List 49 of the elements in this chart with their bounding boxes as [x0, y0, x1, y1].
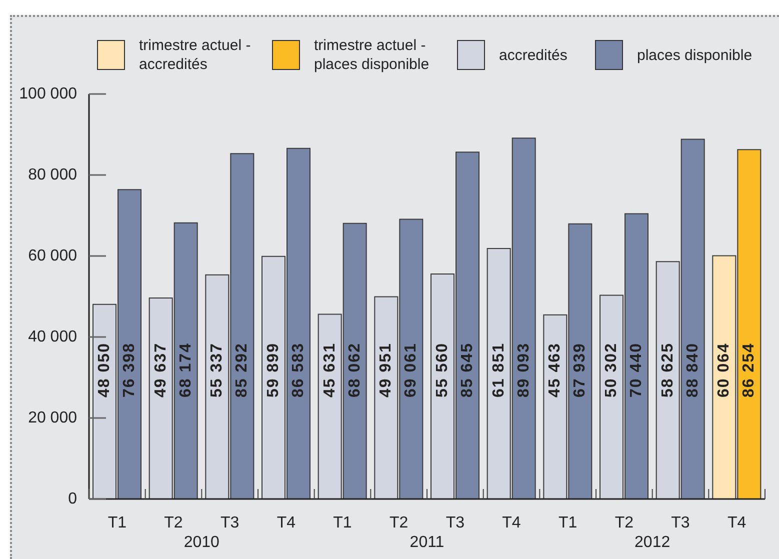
data-label: 49 951 [378, 342, 395, 398]
data-label: 60 064 [716, 342, 733, 398]
data-label: 70 440 [628, 342, 645, 398]
data-label: 48 050 [96, 342, 113, 398]
data-label: 85 645 [459, 342, 476, 398]
y-tick-label: 80 000 [28, 166, 78, 184]
x-tick-label: T2 [389, 514, 408, 532]
data-label: 89 093 [515, 342, 532, 398]
x-tick-label: T1 [108, 514, 127, 532]
data-label: 49 637 [152, 342, 170, 398]
data-label: 68 062 [346, 342, 364, 398]
data-label: 68 174 [177, 342, 194, 398]
y-tick-label: 20 000 [28, 410, 78, 426]
text: 2010 [182, 533, 220, 553]
y-tick-label: 40 000 [28, 328, 78, 346]
data-label: 55 337 [208, 342, 226, 398]
data-label: 85 292 [234, 342, 251, 398]
x-tick-label: T4 [727, 514, 746, 532]
data-label: 69 061 [402, 342, 420, 398]
legend-label: places disponible [637, 46, 752, 64]
legend-label: trimestre actuel - places disponible [314, 36, 430, 74]
x-tick-label: T1 [558, 514, 578, 532]
y-tick-label: 60 000 [28, 248, 78, 264]
x-tick-label: T2 [614, 514, 634, 532]
data-label: 67 939 [572, 342, 589, 398]
x-tick-label: T3 [220, 514, 240, 532]
data-label: 45 631 [321, 342, 338, 398]
x-tick-label: T4 [502, 514, 521, 532]
data-label: 45 463 [546, 342, 564, 398]
data-label: 88 840 [684, 342, 702, 398]
data-label: 50 302 [603, 342, 620, 398]
x-tick-label: T2 [164, 514, 183, 532]
data-label: 86 583 [290, 342, 307, 398]
data-label: 55 560 [434, 342, 451, 398]
y-tick-label: 0 [68, 490, 78, 508]
x-tick-label: T4 [276, 514, 296, 532]
data-label: 86 254 [740, 342, 758, 398]
x-tick-label: T1 [333, 514, 352, 532]
x-tick-label: T3 [671, 514, 690, 532]
data-label: 59 899 [265, 342, 282, 398]
text: 2012 [634, 533, 672, 553]
x-tick-label: T3 [446, 514, 465, 532]
text: 2011 [408, 533, 446, 553]
y-tick-label: 100 000 [19, 86, 78, 102]
data-label: 61 851 [490, 342, 508, 398]
legend-label: trimestre actuel - accredités [139, 36, 252, 74]
data-label: 76 398 [121, 342, 138, 398]
data-label: 58 625 [659, 342, 676, 398]
legend-label: accredités [499, 46, 568, 64]
